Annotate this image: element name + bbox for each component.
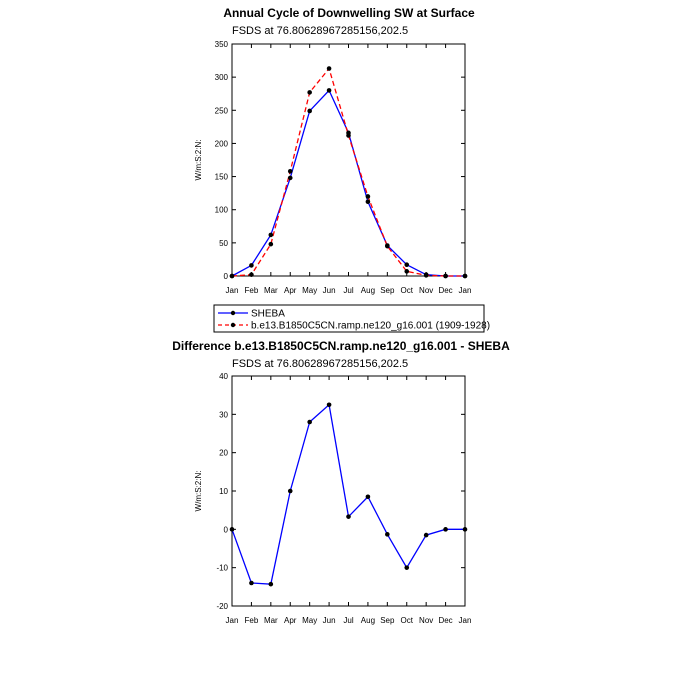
legend-label-model: b.e13.B1850C5CN.ramp.ne120_g16.001 (1909… bbox=[251, 321, 490, 332]
y-tick-label: 250 bbox=[215, 106, 229, 115]
x-tick-label: Apr bbox=[284, 616, 297, 625]
x-tick-label: Jan bbox=[226, 616, 239, 625]
data-point bbox=[307, 90, 312, 95]
x-tick-label: Feb bbox=[245, 286, 259, 295]
x-tick-label: Jun bbox=[323, 286, 336, 295]
plot-frame bbox=[231, 375, 466, 607]
data-point bbox=[443, 527, 448, 532]
chart-subtitle: FSDS at 76.80628967285156,202.5 bbox=[232, 358, 408, 370]
data-point bbox=[326, 402, 332, 408]
y-tick-label: 350 bbox=[215, 40, 229, 49]
x-tick-label: Sep bbox=[380, 616, 395, 625]
data-point bbox=[249, 580, 254, 586]
legend-marker-model bbox=[230, 322, 236, 328]
data-point bbox=[423, 273, 429, 278]
legend-marker-sheba bbox=[230, 310, 236, 316]
chart-subtitle: FSDS at 76.80628967285156,202.5 bbox=[232, 25, 408, 37]
data-point bbox=[229, 273, 235, 279]
data-point bbox=[249, 272, 254, 277]
data-point bbox=[346, 133, 351, 138]
legend: SHEBA b.e13.B1850C5CN.ramp.ne120_g16.001… bbox=[213, 304, 490, 333]
data-point bbox=[249, 263, 254, 268]
x-tick-label: Aug bbox=[361, 616, 375, 625]
y-tick-label: 200 bbox=[215, 139, 229, 148]
data-point bbox=[365, 199, 371, 205]
series-line-0 bbox=[231, 89, 465, 277]
data-point bbox=[287, 488, 293, 494]
x-tick-label: Jun bbox=[323, 616, 336, 625]
data-point bbox=[423, 532, 429, 538]
data-point bbox=[307, 419, 312, 425]
x-tick-label: Apr bbox=[284, 286, 297, 295]
y-tick-label: 50 bbox=[219, 239, 228, 248]
y-tick-label: 40 bbox=[219, 372, 228, 381]
x-tick-label: Sep bbox=[380, 286, 395, 295]
x-tick-label: Jan bbox=[459, 616, 472, 625]
x-tick-label: Oct bbox=[401, 616, 414, 625]
data-point bbox=[462, 273, 468, 279]
y-tick-label: 0 bbox=[224, 525, 229, 534]
data-point bbox=[462, 527, 468, 532]
x-tick-label: Mar bbox=[264, 616, 278, 625]
chart-title: Annual Cycle of Downwelling SW at Surfac… bbox=[223, 6, 475, 20]
x-tick-label: Mar bbox=[264, 286, 278, 295]
chart-title: Difference b.e13.B1850C5CN.ramp.ne120_g1… bbox=[172, 339, 510, 353]
x-tick-label: May bbox=[302, 286, 317, 295]
data-point bbox=[385, 243, 390, 249]
legend-box bbox=[213, 304, 485, 333]
data-point bbox=[268, 241, 274, 247]
data-point bbox=[365, 194, 371, 199]
y-tick-label: 100 bbox=[215, 206, 229, 215]
x-tick-label: Feb bbox=[245, 616, 259, 625]
x-tick-label: Dec bbox=[438, 286, 452, 295]
difference-chart: Difference b.e13.B1850C5CN.ramp.ne120_g1… bbox=[172, 339, 510, 625]
x-tick-label: Jul bbox=[343, 286, 353, 295]
series-line-1 bbox=[231, 67, 465, 277]
x-tick-label: Jul bbox=[343, 616, 353, 625]
y-tick-label: 0 bbox=[224, 272, 229, 281]
data-point bbox=[404, 269, 410, 274]
y-tick-label: -10 bbox=[216, 564, 228, 573]
data-point bbox=[443, 273, 448, 279]
data-point bbox=[229, 527, 235, 532]
y-axis-label: W/m:S:2:N: bbox=[194, 471, 203, 512]
x-tick-label: Dec bbox=[438, 616, 452, 625]
y-tick-label: 150 bbox=[215, 173, 229, 182]
data-point bbox=[287, 175, 293, 181]
data-point bbox=[268, 232, 274, 238]
x-tick-label: Oct bbox=[401, 286, 414, 295]
y-tick-label: -20 bbox=[216, 602, 228, 611]
x-tick-label: May bbox=[302, 616, 317, 625]
data-point bbox=[326, 66, 332, 71]
x-tick-label: Nov bbox=[419, 616, 433, 625]
data-point bbox=[346, 514, 351, 519]
y-tick-label: 10 bbox=[219, 487, 228, 496]
data-point bbox=[404, 262, 410, 268]
annual-cycle-chart: Annual Cycle of Downwelling SW at Surfac… bbox=[194, 6, 475, 295]
x-tick-label: Nov bbox=[419, 286, 433, 295]
y-tick-label: 300 bbox=[215, 73, 229, 82]
data-point bbox=[268, 581, 274, 587]
x-tick-label: Jan bbox=[459, 286, 472, 295]
data-point bbox=[326, 88, 332, 93]
data-point bbox=[365, 494, 371, 500]
y-tick-label: 20 bbox=[219, 449, 228, 458]
data-point bbox=[404, 565, 410, 570]
x-tick-label: Jan bbox=[226, 286, 239, 295]
x-tick-label: Aug bbox=[361, 286, 375, 295]
data-point bbox=[385, 532, 390, 537]
y-tick-label: 30 bbox=[219, 410, 228, 419]
legend-label-sheba: SHEBA bbox=[251, 309, 285, 320]
series-line-0 bbox=[231, 403, 465, 585]
data-point bbox=[307, 108, 312, 114]
data-point bbox=[287, 168, 293, 174]
y-axis-label: W/m:S:2:N: bbox=[194, 140, 203, 181]
